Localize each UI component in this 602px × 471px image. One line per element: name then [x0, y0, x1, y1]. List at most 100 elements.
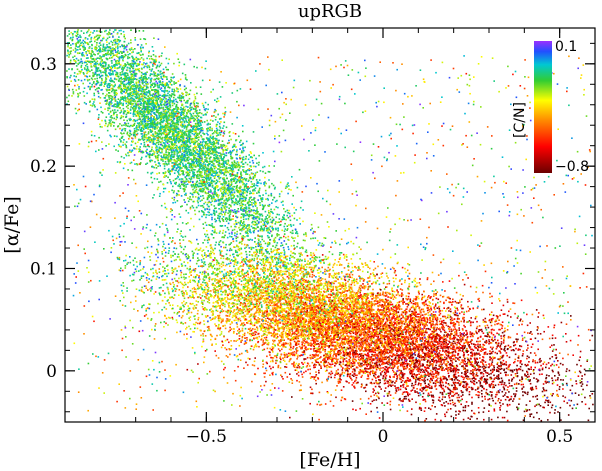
data-point: [226, 170, 229, 173]
data-point: [152, 65, 154, 67]
data-point: [210, 201, 212, 204]
data-point: [210, 191, 212, 193]
data-point: [252, 190, 254, 192]
data-point: [264, 176, 266, 179]
data-point: [184, 74, 187, 76]
data-point: [293, 244, 295, 247]
data-point: [248, 225, 250, 227]
data-point: [240, 209, 242, 211]
data-point: [262, 170, 264, 173]
data-point: [152, 127, 154, 130]
data-point: [214, 99, 216, 101]
data-point: [197, 159, 200, 161]
data-point: [75, 42, 78, 44]
data-point: [143, 77, 146, 80]
data-point: [85, 61, 87, 64]
data-point: [185, 87, 187, 90]
data-point: [153, 116, 155, 118]
data-point: [256, 249, 258, 252]
data-point: [296, 242, 299, 245]
data-point: [248, 204, 250, 207]
data-point: [204, 147, 207, 149]
data-point: [165, 117, 167, 119]
data-point: [197, 158, 199, 160]
data-point: [185, 128, 188, 130]
data-point: [180, 169, 182, 172]
data-point: [214, 218, 216, 220]
data-point: [164, 137, 167, 140]
data-point: [220, 156, 222, 158]
data-point: [155, 139, 158, 142]
data-point: [188, 93, 191, 95]
data-point: [182, 109, 184, 111]
data-point: [201, 129, 204, 132]
data-point: [175, 142, 177, 144]
data-point: [164, 161, 167, 163]
data-point: [245, 258, 248, 261]
data-point: [130, 73, 132, 76]
data-point: [252, 266, 255, 268]
data-point: [232, 193, 234, 196]
data-point: [275, 216, 277, 219]
data-point: [186, 91, 188, 94]
data-point: [135, 102, 138, 105]
data-point: [211, 200, 214, 202]
data-point: [183, 120, 185, 123]
data-point: [188, 97, 191, 100]
data-point: [248, 154, 250, 156]
data-point: [154, 82, 156, 85]
data-point: [181, 183, 184, 186]
data-point: [191, 140, 193, 142]
data-point: [241, 157, 243, 159]
data-point: [302, 209, 304, 211]
data-point: [211, 129, 213, 132]
data-point: [184, 149, 186, 151]
data-point: [159, 123, 162, 126]
data-point: [124, 122, 126, 124]
data-point: [257, 222, 260, 224]
data-point: [208, 193, 211, 196]
data-point: [96, 74, 98, 77]
data-point: [236, 161, 239, 163]
data-point: [221, 225, 224, 227]
data-point: [211, 233, 213, 236]
data-point: [68, 30, 70, 32]
data-point: [83, 45, 85, 47]
data-point: [141, 137, 144, 140]
data-point: [143, 119, 146, 122]
data-point: [128, 110, 130, 113]
data-point: [159, 130, 161, 133]
data-point: [107, 107, 109, 109]
data-point: [157, 117, 160, 119]
data-point: [146, 114, 148, 116]
data-point: [146, 71, 148, 73]
data-point: [203, 202, 205, 205]
data-point: [67, 100, 70, 103]
data-point: [104, 79, 107, 81]
data-point: [133, 105, 135, 107]
data-point: [264, 210, 267, 213]
data-point: [120, 90, 122, 93]
data-point: [196, 206, 198, 209]
data-point: [93, 60, 96, 63]
data-point: [135, 88, 137, 90]
data-point: [175, 194, 178, 197]
data-point: [217, 121, 219, 123]
data-point: [143, 107, 145, 109]
data-point: [109, 54, 112, 57]
data-point: [232, 185, 234, 188]
data-point: [268, 242, 271, 244]
data-point: [180, 97, 183, 99]
data-point: [114, 83, 116, 86]
data-point: [193, 158, 195, 161]
data-point: [194, 189, 197, 192]
data-point: [251, 178, 254, 181]
data-point: [175, 140, 177, 143]
data-point: [122, 82, 124, 84]
data-point: [130, 133, 133, 136]
data-point: [158, 149, 160, 152]
data-point: [177, 136, 180, 139]
data-point: [175, 144, 178, 147]
data-point: [214, 192, 216, 195]
data-point: [163, 132, 165, 134]
